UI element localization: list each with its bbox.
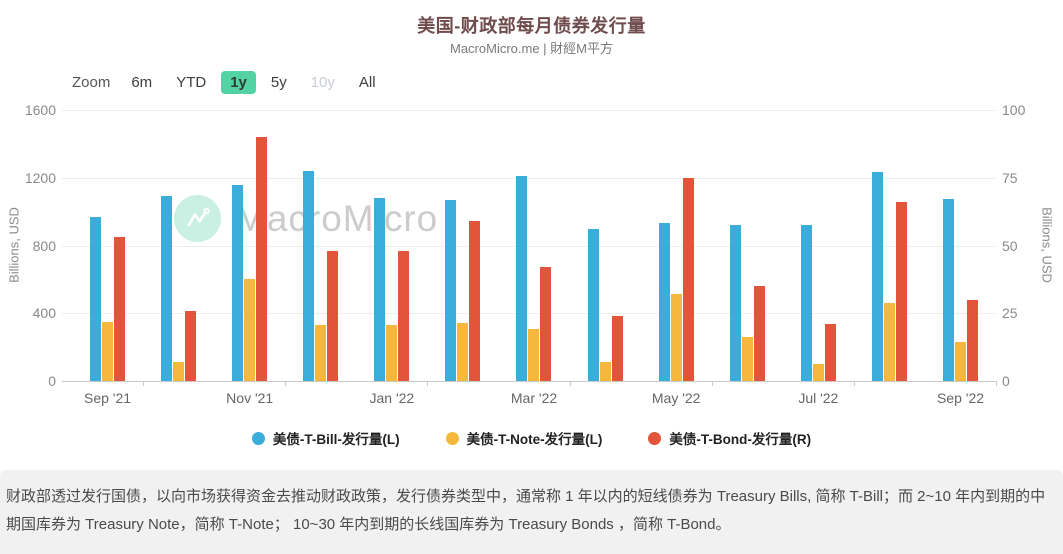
legend-label-t-bond: 美债-T-Bond-发行量(R) [669,432,812,447]
gridline [62,245,996,247]
x-axis-tick [143,381,145,386]
bar-t-note-12[interactable] [883,303,895,381]
bar-t-bond-1[interactable] [114,237,125,381]
x-axis-tick [853,381,855,386]
legend-marker-t-bill-icon [251,431,265,445]
bar-t-bill-3[interactable] [232,184,244,381]
zoom-button-10y: 10y [310,74,335,91]
bar-t-bill-2[interactable] [161,196,173,381]
legend-item-t-note[interactable]: 美债-T-Note-发行量(L) [445,428,603,448]
y-axis-label-right: 25 [1002,305,1018,322]
gridline [62,313,996,315]
bar-t-bill-7[interactable] [516,176,528,381]
bar-t-note-11[interactable] [812,364,824,381]
footer-note-text: 财政部透过发行国债，以向市场获得资金去推动财政政策，发行债券类型中，通常称 1 … [6,488,1046,533]
y-axis-label-left: 400 [32,305,56,322]
bar-t-bond-3[interactable] [256,137,268,381]
x-axis-tick [427,381,429,386]
bar-t-note-4[interactable] [315,325,327,381]
bar-t-bill-6[interactable] [445,199,457,381]
bar-t-bill-11[interactable] [800,225,812,381]
x-axis-label: Nov '21 [226,390,274,406]
legend-marker-t-note-icon [445,431,459,445]
bar-t-bond-7[interactable] [540,267,552,381]
x-axis-label: Sep '21 [84,390,132,406]
macromicro-logo-icon [174,195,221,242]
zoom-button-ytd[interactable]: YTD [176,74,207,91]
gridline [62,177,996,179]
x-axis-tick [569,381,571,386]
bar-t-bond-8[interactable] [611,315,623,381]
legend-item-t-bond[interactable]: 美债-T-Bond-发行量(R) [648,428,811,448]
plot-area: MacroMicro Billions, USD Billions, USD 0… [7,102,1055,406]
zoom-toolbar: Zoom 6m YTD 1y 5y 10y All [72,71,385,94]
y-axis-label-right: 50 [1002,237,1018,254]
y-axis-label-left: 1200 [24,169,56,186]
y-axis-label-left: 1600 [24,102,56,118]
zoom-toolbar-label: Zoom [72,74,111,91]
bar-t-note-8[interactable] [599,362,611,381]
x-axis-line [62,381,996,382]
bar-t-bill-8[interactable] [587,228,599,381]
bar-t-note-2[interactable] [173,361,185,381]
y-axis-label-right: 0 [1002,373,1010,389]
bar-t-note-5[interactable] [386,325,398,381]
page-subtitle: MacroMicro.me | 財經M平方 [450,41,613,56]
y-axis-label-left: 800 [32,237,56,254]
bar-t-bill-4[interactable] [303,170,315,381]
x-axis-label: Jul '22 [798,390,839,406]
x-axis-label: Mar '22 [510,390,558,406]
bar-t-bill-5[interactable] [374,198,386,381]
page-title: 美国-财政部每月债券发行量 [417,16,646,36]
y-axis-label-right: 75 [1002,169,1018,186]
bar-t-bond-4[interactable] [327,250,339,381]
x-axis-label: Sep '22 [936,390,985,406]
bar-t-bond-6[interactable] [469,221,481,381]
footer-note: 财政部透过发行国债，以向市场获得资金去推动财政政策，发行债券类型中，通常称 1 … [0,470,1063,554]
bar-t-bond-5[interactable] [398,250,410,381]
y-axis-label-right: 100 [1002,102,1026,118]
bar-t-bond-13[interactable] [966,299,978,381]
bar-t-note-10[interactable] [741,336,753,381]
bar-t-bond-9[interactable] [682,177,694,381]
legend: 美债-T-Bill-发行量(L) 美债-T-Note-发行量(L) 美债-T-B… [0,428,1063,448]
bar-t-bond-12[interactable] [895,202,907,381]
legend-item-t-bill[interactable]: 美债-T-Bill-发行量(L) [251,428,400,448]
bar-t-note-3[interactable] [244,278,256,381]
bar-t-bill-13[interactable] [942,198,954,381]
zoom-button-5y[interactable]: 5y [270,74,287,91]
bar-t-bond-11[interactable] [824,324,836,381]
legend-label-t-bill: 美债-T-Bill-发行量(L) [272,432,400,447]
bar-t-note-1[interactable] [102,321,113,381]
y-axis-label-left: 0 [48,373,56,389]
zoom-button-1y[interactable]: 1y [221,71,256,94]
x-axis-label: May '22 [651,390,701,406]
x-axis-tick [285,381,287,386]
x-axis-tick [711,381,713,386]
bar-t-bill-9[interactable] [658,223,670,381]
legend-label-t-note: 美债-T-Note-发行量(L) [466,432,603,447]
bar-t-bill-1[interactable] [90,216,101,381]
bar-t-bond-10[interactable] [753,286,765,381]
gridline [62,110,996,111]
bar-t-bill-12[interactable] [871,171,883,381]
bar-t-bill-10[interactable] [729,225,741,381]
bar-t-note-7[interactable] [528,329,540,381]
bar-t-bond-2[interactable] [185,310,197,381]
bar-t-note-6[interactable] [457,322,469,381]
x-axis-label: Jan '22 [369,390,415,406]
bar-t-note-9[interactable] [670,293,682,381]
x-axis-tick [996,381,998,386]
zoom-button-all[interactable]: All [358,74,376,91]
bar-t-note-13[interactable] [954,342,966,381]
legend-marker-t-bond-icon [648,431,662,445]
zoom-button-6m[interactable]: 6m [131,74,153,91]
